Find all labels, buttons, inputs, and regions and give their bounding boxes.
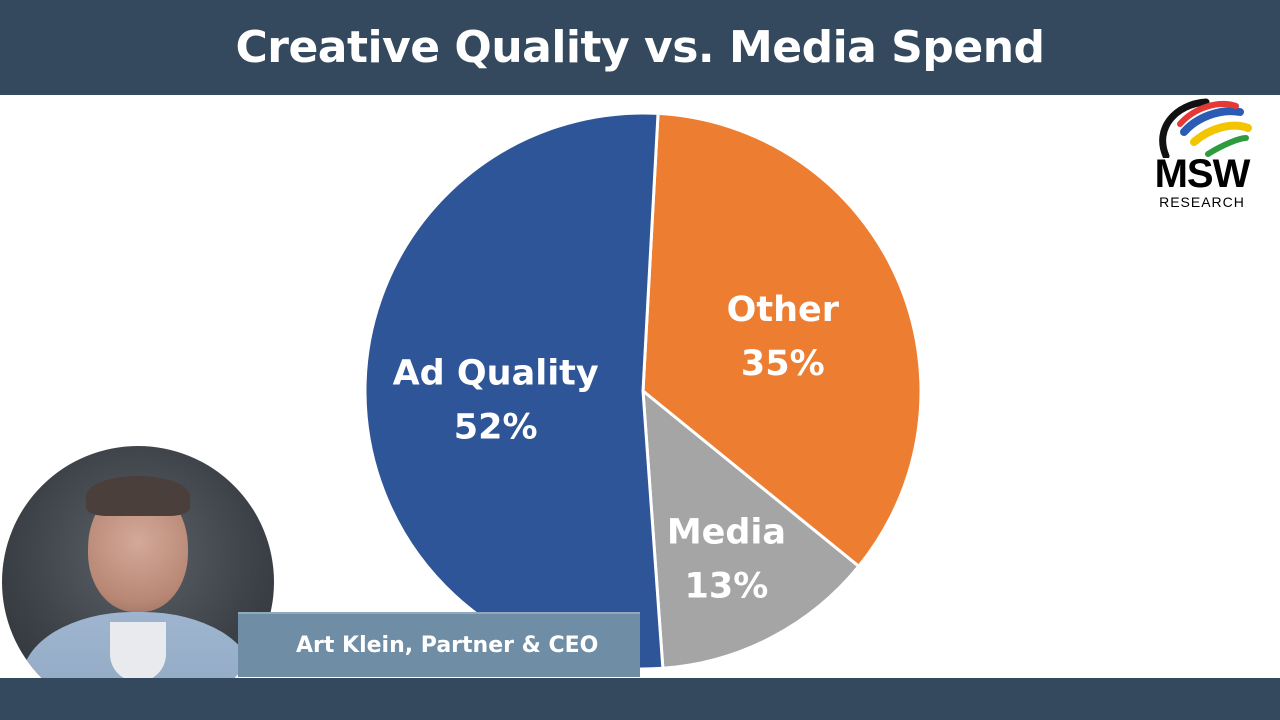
- slice-label-other: Other: [727, 290, 840, 330]
- msw-research-logo: MSW RESEARCH: [1136, 98, 1268, 212]
- logo-arcs-icon: [1159, 98, 1252, 158]
- presenter-collar: [110, 622, 166, 682]
- slice-value-ad-quality: 52%: [454, 407, 538, 447]
- logo-wordmark: MSW: [1154, 152, 1251, 196]
- footer-bar: [0, 678, 1280, 720]
- slice-label-media: Media: [667, 512, 786, 552]
- logo-subtitle: RESEARCH: [1159, 194, 1245, 210]
- pie-slice-other: [641, 111, 923, 568]
- pie-slice-media: [641, 389, 861, 670]
- presenter-name: Art Klein, Partner & CEO: [296, 633, 599, 658]
- presenter-webcam: [2, 446, 274, 718]
- slice-value-media: 13%: [685, 566, 769, 606]
- title-bar: Creative Quality vs. Media Spend: [0, 0, 1280, 95]
- slide-title: Creative Quality vs. Media Spend: [235, 22, 1045, 73]
- presenter-name-banner: Art Klein, Partner & CEO: [238, 612, 640, 677]
- slice-label-ad-quality: Ad Quality: [393, 353, 599, 393]
- slice-value-other: 35%: [741, 344, 825, 384]
- presenter-hair: [86, 476, 190, 516]
